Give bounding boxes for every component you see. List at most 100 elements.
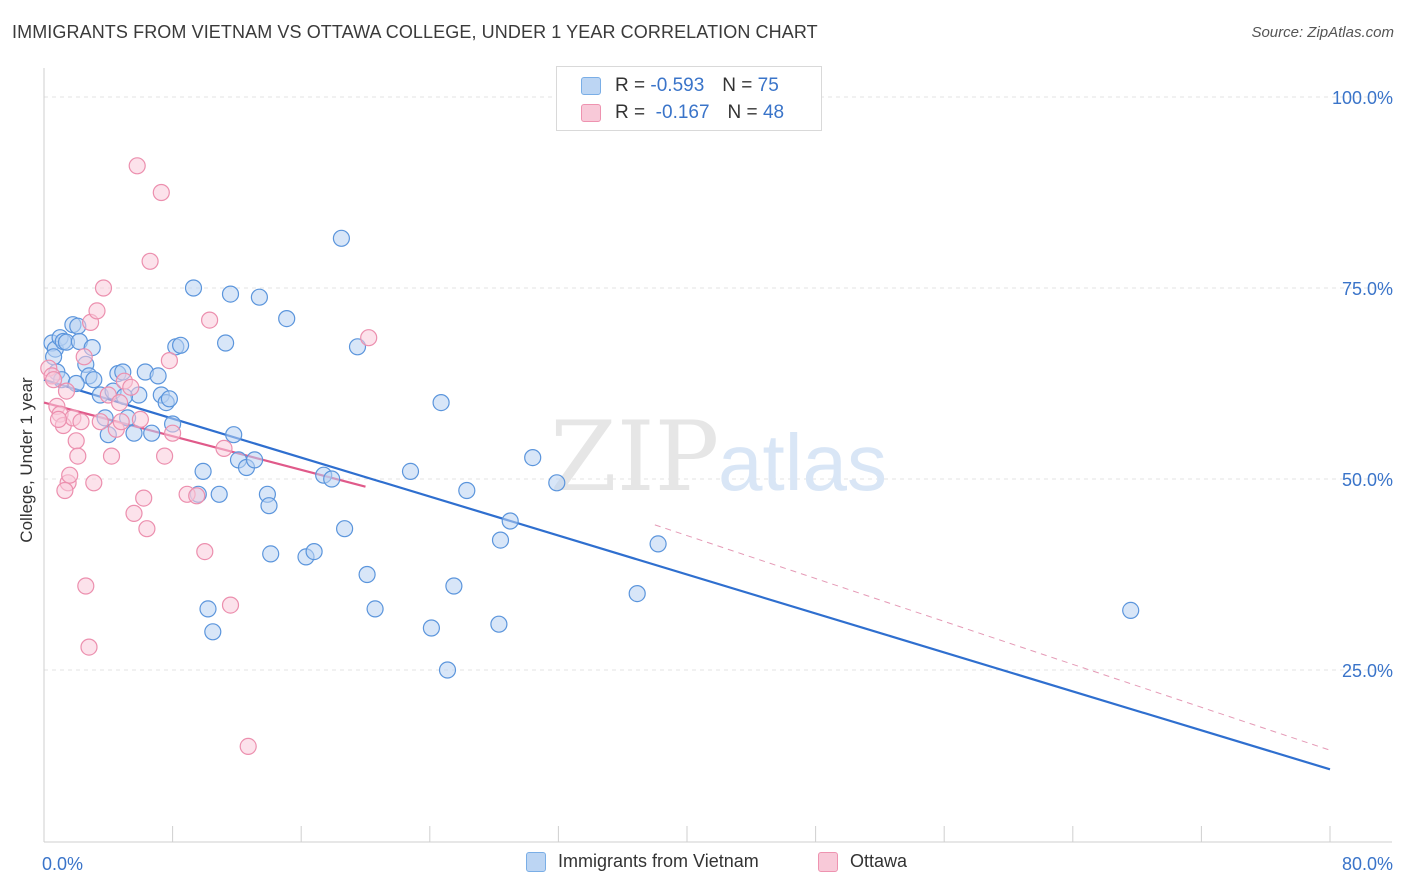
axes <box>43 68 1392 843</box>
point-ottawa <box>239 737 257 756</box>
point-vietnam <box>332 229 350 247</box>
legend-swatch-ottawa <box>818 851 838 872</box>
trend-line-vietnam <box>43 378 1331 771</box>
y-tick-label: 50.0% <box>1342 470 1393 490</box>
point-ottawa <box>94 279 113 297</box>
point-ottawa <box>80 638 98 656</box>
point-vietnam <box>149 367 167 385</box>
point-vietnam <box>278 310 296 328</box>
point-ottawa <box>152 183 170 202</box>
point-ottawa <box>122 378 140 396</box>
legend-swatch-vietnam <box>581 77 601 95</box>
point-vietnam <box>336 520 354 538</box>
point-vietnam <box>323 470 341 488</box>
point-vietnam <box>184 279 203 297</box>
point-ottawa <box>110 394 129 412</box>
source-label: Source: ZipAtlas.com <box>1251 24 1394 41</box>
series-ottawa-points <box>40 157 378 756</box>
chart-title: IMMIGRANTS FROM VIETNAM VS OTTAWA COLLEG… <box>12 22 818 42</box>
point-vietnam <box>217 334 235 352</box>
point-vietnam <box>422 619 440 637</box>
point-vietnam <box>160 390 178 408</box>
point-vietnam <box>490 615 508 633</box>
point-ottawa <box>57 382 76 400</box>
r-label: R = <box>615 75 646 96</box>
point-vietnam <box>199 600 217 618</box>
legend-label-ottawa: Ottawa <box>850 851 908 871</box>
point-ottawa <box>128 157 146 175</box>
stats-legend: R = -0.593 N = 75 R = -0.167 N = 48 <box>556 66 822 131</box>
point-vietnam <box>194 462 212 480</box>
y-tick-label: 25.0% <box>1342 661 1393 681</box>
point-ottawa <box>221 596 240 614</box>
point-vietnam <box>305 542 323 561</box>
point-ottawa <box>88 302 106 320</box>
point-ottawa <box>44 371 63 389</box>
point-ottawa <box>77 577 95 595</box>
point-ottawa <box>164 424 182 442</box>
stats-row-vietnam: R = -0.593 N = 75 <box>581 73 779 99</box>
point-ottawa <box>131 410 149 428</box>
point-vietnam <box>210 485 228 503</box>
point-ottawa <box>135 489 153 507</box>
point-vietnam <box>491 531 510 549</box>
n-label: N = <box>727 102 758 123</box>
point-vietnam <box>432 394 450 412</box>
point-vietnam <box>445 577 463 595</box>
point-ottawa <box>61 466 79 484</box>
x-tick-label: 0.0% <box>42 854 83 874</box>
point-vietnam <box>260 497 278 515</box>
trend-line-ottawa-extension <box>654 524 1331 751</box>
n-label: N = <box>722 75 753 96</box>
point-ottawa <box>72 413 90 431</box>
point-vietnam <box>225 426 243 444</box>
watermark: ZIP atlas <box>550 401 887 513</box>
legend-item-ottawa: Ottawa <box>818 851 907 872</box>
point-vietnam <box>262 545 280 563</box>
point-vietnam <box>438 661 457 679</box>
point-vietnam <box>501 512 519 530</box>
point-vietnam <box>366 600 384 618</box>
point-ottawa <box>138 520 156 538</box>
point-ottawa <box>112 413 130 431</box>
point-ottawa <box>188 487 206 505</box>
point-ottawa <box>91 413 109 431</box>
point-ottawa <box>75 348 93 366</box>
legend-swatch-vietnam <box>526 851 546 872</box>
point-ottawa <box>67 432 85 450</box>
point-ottawa <box>49 410 68 428</box>
point-ottawa <box>125 504 143 523</box>
point-ottawa <box>360 329 378 347</box>
point-vietnam <box>548 474 566 492</box>
r-label: R = <box>615 102 646 123</box>
point-vietnam <box>250 288 268 306</box>
watermark-zip: ZIP <box>550 401 719 513</box>
n-value: 48 <box>762 102 785 123</box>
point-vietnam <box>1122 601 1140 620</box>
point-vietnam <box>401 462 420 480</box>
point-vietnam <box>221 285 240 303</box>
point-vietnam <box>172 336 190 354</box>
legend-item-vietnam: Immigrants from Vietnam <box>526 851 759 872</box>
point-vietnam <box>143 424 161 442</box>
point-vietnam <box>358 565 376 584</box>
r-value: -0.167 <box>655 102 710 123</box>
grid-lines <box>44 96 1392 671</box>
point-ottawa <box>56 481 74 500</box>
point-ottawa <box>141 252 159 270</box>
point-vietnam <box>649 535 667 553</box>
point-ottawa <box>156 447 174 465</box>
legend-label-vietnam: Immigrants from Vietnam <box>558 851 759 871</box>
point-ottawa <box>196 542 214 561</box>
tick-labels: 25.0% 50.0% 75.0% 100.0% 0.0% 80.0% <box>42 88 1393 874</box>
point-ottawa <box>201 311 219 329</box>
point-ottawa <box>69 447 87 465</box>
watermark-atlas: atlas <box>718 418 887 507</box>
point-vietnam <box>628 584 646 603</box>
point-vietnam <box>458 481 476 500</box>
stats-row-ottawa: R = -0.167 N = 48 <box>581 100 784 126</box>
point-ottawa <box>102 447 121 465</box>
point-vietnam <box>85 371 103 389</box>
y-tick-label: 75.0% <box>1342 279 1393 299</box>
